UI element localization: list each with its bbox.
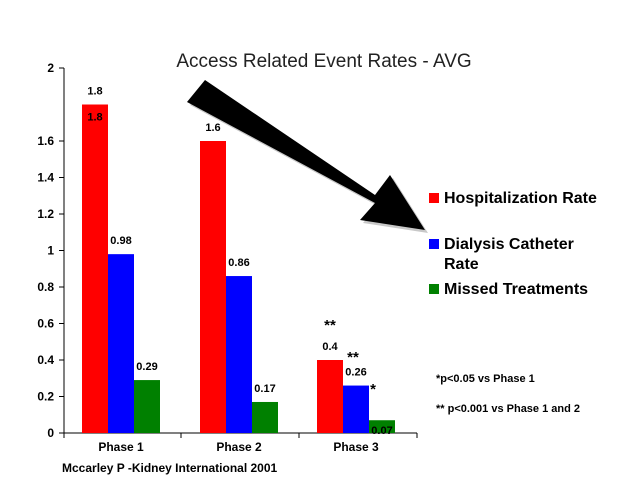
data-label: 0.29 <box>136 361 157 373</box>
y-tick-label: 1.2 <box>37 207 54 221</box>
legend: Hospitalization Rate Dialysis Catheter Rat… <box>429 190 597 298</box>
data-labels: 1.8 1.6 0.4 0.98 0.86 0.26 0.29 0.17 0.07 <box>87 86 392 438</box>
bar <box>134 380 160 433</box>
data-label-extra: 1.8 <box>87 112 102 124</box>
legend-label: Dialysis Catheter Rate <box>444 236 574 273</box>
y-tick-label: 1.4 <box>37 171 54 185</box>
legend-label-line: Dialysis Catheter <box>444 236 574 253</box>
bar <box>343 385 369 433</box>
x-tick-label: Phase 1 <box>98 440 144 454</box>
data-label: 0.07 <box>371 425 392 437</box>
y-tick-label: 2 <box>47 61 54 75</box>
data-label: 0.86 <box>228 257 249 269</box>
legend-label: Missed Treatments <box>444 281 588 298</box>
data-label: 0.26 <box>345 367 366 379</box>
footnote-phase1: *p<0.05 vs Phase 1 <box>436 373 535 385</box>
bar <box>252 401 278 433</box>
y-tick-label: 1.6 <box>37 134 54 148</box>
significance-marker: * <box>370 381 376 398</box>
legend-swatch <box>429 284 439 294</box>
data-label: 0.17 <box>254 383 275 395</box>
bar <box>108 254 134 433</box>
legend-label: Hospitalization Rate <box>444 190 597 207</box>
footnote-phase12: ** p<0.001 vs Phase 1 and 2 <box>436 403 580 415</box>
bars <box>82 104 395 433</box>
y-tick-label: 0.8 <box>37 280 54 294</box>
data-label: 1.8 <box>87 86 102 98</box>
trend-arrow-icon <box>187 80 428 233</box>
bar <box>200 141 226 433</box>
y-tick-label: 0.4 <box>37 353 54 367</box>
x-tick-label: Phase 3 <box>333 440 379 454</box>
significance-marker: ** <box>324 317 336 334</box>
y-tick-labels: 0 0.2 0.4 0.6 0.8 1 1.2 1.4 1.6 2 <box>37 61 54 440</box>
chart-title: Access Related Event Rates - AVG <box>176 51 471 72</box>
source-citation: Mccarley P -Kidney International 2001 <box>62 461 278 475</box>
bar <box>369 420 395 433</box>
legend-label-line: Rate <box>444 256 479 273</box>
legend-swatch <box>429 239 439 249</box>
y-tick-label: 1 <box>47 244 54 258</box>
bar <box>226 276 252 433</box>
bar <box>82 104 108 433</box>
y-tick-label: 0.2 <box>37 390 54 404</box>
data-label: 0.98 <box>110 235 131 247</box>
x-tick-labels: Phase 1 Phase 2 Phase 3 <box>98 440 379 454</box>
legend-swatch <box>429 193 439 203</box>
bar <box>317 360 343 433</box>
y-tick-label: 0.6 <box>37 317 54 331</box>
y-tick-label: 0 <box>47 426 54 440</box>
significance-marker: ** <box>347 349 359 366</box>
data-label: 0.4 <box>322 341 338 353</box>
x-tick-label: Phase 2 <box>216 440 262 454</box>
data-label: 1.6 <box>205 122 220 134</box>
